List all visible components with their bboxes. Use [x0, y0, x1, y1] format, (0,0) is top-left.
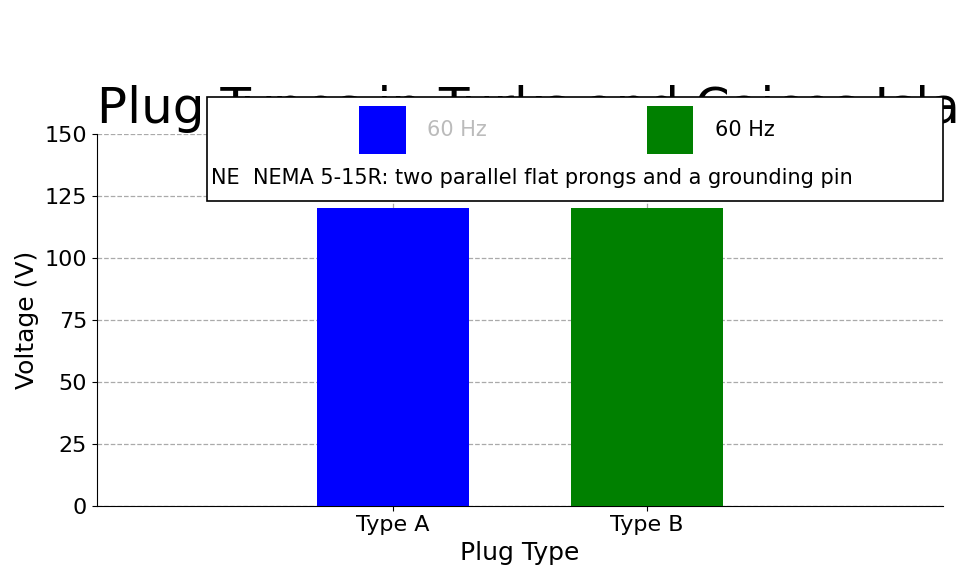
FancyBboxPatch shape: [647, 106, 694, 154]
Text: 60 Hz: 60 Hz: [427, 120, 487, 140]
Text: NEMA 5-15R: two parallel flat prongs and a grounding pin: NEMA 5-15R: two parallel flat prongs and…: [254, 168, 854, 188]
Bar: [317, 208, 469, 506]
Bar: [571, 208, 723, 506]
Text: 60 Hz: 60 Hz: [715, 120, 774, 140]
Y-axis label: Voltage (V): Voltage (V): [15, 251, 39, 389]
Text: NE: NE: [211, 168, 240, 188]
Text: Plug Types in Turks and Caicos Islands: Plug Types in Turks and Caicos Islands: [97, 85, 958, 133]
FancyBboxPatch shape: [359, 106, 406, 154]
X-axis label: Plug Type: Plug Type: [460, 541, 580, 565]
FancyBboxPatch shape: [207, 96, 943, 201]
